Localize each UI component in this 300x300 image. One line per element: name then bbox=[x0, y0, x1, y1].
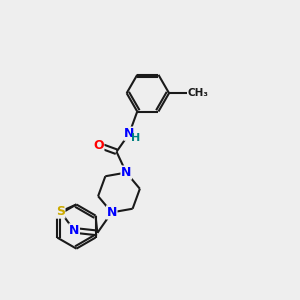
Text: N: N bbox=[106, 206, 117, 219]
Text: H: H bbox=[131, 133, 140, 143]
Text: N: N bbox=[121, 166, 131, 179]
Text: O: O bbox=[93, 139, 104, 152]
Text: N: N bbox=[69, 224, 80, 237]
Text: CH₃: CH₃ bbox=[187, 88, 208, 98]
Text: S: S bbox=[56, 205, 65, 218]
Text: N: N bbox=[124, 127, 134, 140]
